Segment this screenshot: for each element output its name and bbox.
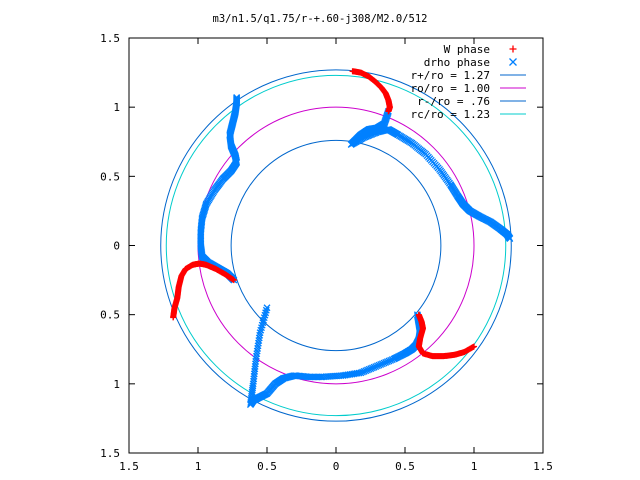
drho-phase-point [254, 342, 262, 350]
legend-item-3: r+/ro = 1.27 [411, 69, 526, 82]
chart-title: m3/n1.5/q1.75/r-+.60-j308/M2.0/512 [213, 13, 428, 25]
drho-phase-arm-3 [197, 94, 241, 284]
axis-ticks: 1.5 1 0.5 0 0.5 1 1.51.510.500.511.5 [100, 32, 553, 473]
legend-item-2: drho phase [424, 56, 517, 69]
x-tick-label: 1.5 [119, 460, 139, 473]
legend-swatch [509, 58, 517, 66]
x-tick-label: 0.5 [395, 460, 415, 473]
y-tick-label: 0.5 [100, 309, 120, 322]
w-phase-arm-1 [349, 68, 393, 115]
drho-phase-point [253, 347, 261, 355]
y-tick-label: 1.5 [100, 447, 120, 460]
x-tick-label: 1 [471, 460, 478, 473]
x-tick-label: 0.5 [257, 460, 277, 473]
legend-item-5: r-/ro = .76 [417, 95, 526, 108]
drho-phase-point [506, 235, 514, 243]
reference-circle-1 [160, 69, 512, 422]
y-tick-label: 1.5 [100, 32, 120, 45]
w-phase-point [170, 314, 177, 321]
drho-phase-point [254, 339, 262, 347]
legend-label: W phase [444, 43, 490, 56]
drho-phase-arm-2 [246, 304, 424, 409]
drho-phase-point [255, 337, 263, 344]
y-tick-label: 0 [113, 240, 120, 253]
y-tick-label: 0.5 [100, 170, 120, 183]
x-tick-label: 0 [333, 460, 340, 473]
drho-phase-point [253, 350, 261, 358]
legend-label: r-/ro = .76 [417, 95, 490, 108]
legend-label: drho phase [424, 56, 490, 69]
legend-item-4: ro/ro = 1.00 [411, 82, 526, 95]
drho-phase-series [197, 94, 514, 409]
legend-item-1: W phase [444, 43, 517, 56]
y-tick-label: 1 [113, 101, 120, 114]
drho-phase-point [256, 329, 264, 337]
w-phase-point [385, 108, 392, 115]
legend-item-6: rc/ro = 1.23 [411, 108, 526, 121]
drho-phase-arm-1 [347, 107, 514, 243]
drho-phase-point [233, 94, 241, 101]
w-phase-arm-3 [170, 260, 237, 321]
x-tick-label: 1.5 [533, 460, 553, 473]
reference-circle-4 [165, 74, 507, 417]
reference-circles [160, 69, 512, 422]
drho-phase-point [255, 334, 263, 342]
w-phase-point [471, 343, 477, 350]
legend-label: r+/ro = 1.27 [411, 69, 490, 82]
w-phase-series [170, 68, 477, 360]
drho-phase-point [256, 331, 264, 339]
y-tick-label: 1 [113, 378, 120, 391]
x-tick-label: 1 [195, 460, 202, 473]
reference-circle-3 [230, 139, 442, 352]
legend-label: ro/ro = 1.00 [411, 82, 490, 95]
drho-phase-point [254, 344, 262, 352]
w-phase-arm-2 [415, 311, 477, 360]
legend-label: rc/ro = 1.23 [411, 108, 490, 121]
reference-circle-2 [197, 106, 475, 385]
legend-swatch [509, 45, 517, 53]
